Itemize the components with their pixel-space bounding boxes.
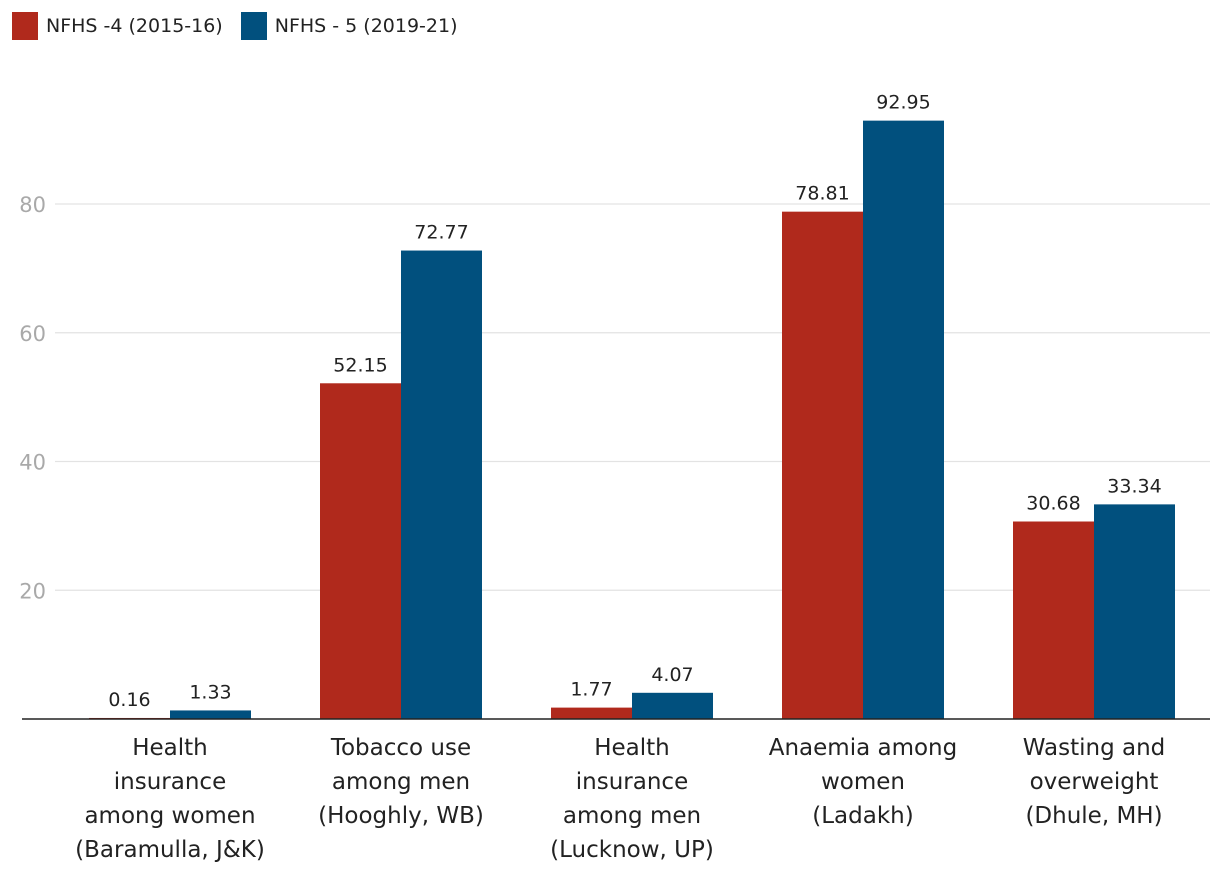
category-label-line: Tobacco use xyxy=(330,735,471,761)
category-label-line: among women xyxy=(84,803,255,829)
y-tick-label-80: 80 xyxy=(19,193,46,217)
value-label-s2-c2: 72.77 xyxy=(414,222,468,244)
category-label-5: Wasting and overweight (Dhule, MH) xyxy=(1023,735,1166,829)
legend-label-nfhs4: NFHS -4 (2015-16) xyxy=(46,15,223,37)
legend-item-nfhs4: NFHS -4 (2015-16) xyxy=(12,12,223,40)
legend-label-nfhs5: NFHS - 5 (2019-21) xyxy=(274,15,458,37)
category-label-line: insurance xyxy=(576,769,688,795)
category-label-4: Anaemia among women (Ladakh) xyxy=(769,735,958,829)
value-label-s2-c1: 1.33 xyxy=(189,681,231,703)
bar-s1-c2 xyxy=(320,383,401,719)
category-label-line: (Baramulla, J&K) xyxy=(75,837,265,863)
y-tick-label-60: 60 xyxy=(19,322,46,346)
category-label-line: Wasting and xyxy=(1023,735,1166,761)
category-label-line: (Lucknow, UP) xyxy=(550,837,714,863)
value-label-s1-c3: 1.77 xyxy=(570,679,612,701)
bar-s1-c4 xyxy=(782,211,863,719)
value-label-s1-c2: 52.15 xyxy=(333,354,387,376)
bar-s2-c4 xyxy=(863,120,944,719)
category-label-line: Anaemia among xyxy=(769,735,958,761)
category-label-line: Health xyxy=(132,735,208,761)
category-label-line: (Dhule, MH) xyxy=(1025,803,1162,829)
category-label-line: women xyxy=(821,769,905,795)
value-label-s2-c3: 4.07 xyxy=(651,664,693,686)
category-label-line: overweight xyxy=(1030,769,1159,795)
category-label-line: (Hooghly, WB) xyxy=(318,803,484,829)
legend-swatch-nfhs5 xyxy=(240,12,267,40)
value-label-s1-c4: 78.81 xyxy=(795,183,849,205)
category-label-2: Tobacco use among men (Hooghly, WB) xyxy=(318,735,484,829)
bar-s2-c2 xyxy=(401,250,482,719)
category-label-line: insurance xyxy=(114,769,226,795)
category-label-line: (Ladakh) xyxy=(812,803,913,829)
value-label-s1-c5: 30.68 xyxy=(1026,492,1080,514)
category-label-line: among men xyxy=(563,803,701,829)
bar-s2-c3 xyxy=(632,692,713,719)
category-label-line: among men xyxy=(332,769,470,795)
legend-item-nfhs5: NFHS - 5 (2019-21) xyxy=(240,12,458,40)
chart-legend: NFHS -4 (2015-16) NFHS - 5 (2019-21) xyxy=(12,12,476,40)
value-label-s1-c1: 0.16 xyxy=(108,689,150,711)
bar-s1-c5 xyxy=(1013,521,1094,719)
y-tick-label-20: 20 xyxy=(19,579,46,603)
category-label-line: Health xyxy=(594,735,670,761)
legend-swatch-nfhs4 xyxy=(12,12,38,40)
category-label-1: Health insurance among women (Baramulla, J&… xyxy=(75,735,265,863)
y-tick-label-40: 40 xyxy=(19,451,46,475)
bar-s2-c5 xyxy=(1094,504,1175,719)
value-label-s2-c5: 33.34 xyxy=(1107,475,1161,497)
value-label-s2-c4: 92.95 xyxy=(876,92,930,114)
bar-s1-c3 xyxy=(551,707,632,719)
category-label-3: Health insurance among men (Lucknow, UP) xyxy=(550,735,714,863)
bar-s2-c1 xyxy=(170,710,251,719)
